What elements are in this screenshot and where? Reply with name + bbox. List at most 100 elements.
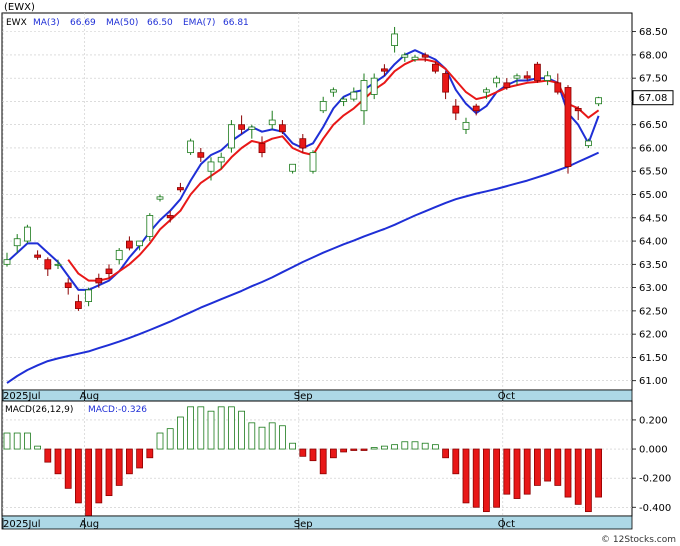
macd-bar — [380, 445, 388, 450]
macd-bar — [75, 448, 82, 504]
last-price-badge-box — [632, 90, 674, 106]
macd-y-axis: 0.200 0.000 -0.200 -0.400 — [632, 415, 671, 514]
candle-body — [401, 54, 409, 58]
price-y-tick-label: 64.00 — [639, 237, 668, 248]
price-y-tick-label: 66.50 — [639, 120, 668, 131]
candle-body — [156, 196, 164, 200]
candle-body — [564, 87, 572, 167]
last-price-badge: 67.08 — [632, 90, 674, 106]
line-ema7 — [67, 58, 600, 282]
macd-bar — [166, 428, 174, 450]
candle-body — [380, 68, 388, 72]
symbol-label: (EWX) — [4, 2, 35, 13]
price-x-label: Sep — [294, 391, 313, 402]
candle-body — [431, 63, 439, 72]
price-y-axis: 68.5068.0067.5067.0066.5066.0065.5065.00… — [632, 27, 668, 387]
candle-body — [23, 226, 31, 242]
macd-bar — [442, 448, 450, 459]
candle-body — [462, 121, 470, 130]
candle-body — [289, 163, 297, 172]
macd-bar — [227, 406, 235, 450]
macd-y-tick-label: -0.400 — [639, 503, 671, 514]
macd-y-tick-label: -0.200 — [639, 474, 671, 485]
candle-body — [64, 282, 72, 289]
macd-bar — [156, 432, 164, 450]
candle-body — [585, 140, 592, 147]
price-x-axis: 2025Jul Aug Sep Oct — [2, 390, 515, 402]
macd-bar — [350, 448, 358, 451]
macd-bar — [482, 448, 490, 513]
macd-bar — [13, 432, 21, 450]
candle-body — [268, 119, 276, 126]
macd-bar — [534, 448, 541, 486]
candle-body — [44, 259, 52, 270]
price-y-tick-label: 63.00 — [639, 283, 668, 294]
macd-bar — [574, 448, 582, 505]
line-ma50 — [6, 151, 600, 384]
macd-bar — [585, 448, 592, 513]
candle-body — [176, 187, 184, 191]
candle-body — [166, 215, 174, 219]
macd-bar — [595, 448, 602, 498]
macd-bar — [329, 448, 337, 459]
macd-bar — [554, 448, 562, 486]
candle-body — [54, 263, 62, 266]
candle-body — [248, 126, 256, 130]
price-y-tick-label: 63.50 — [639, 260, 668, 271]
candle-body — [482, 89, 490, 93]
macd-histogram — [3, 406, 602, 517]
legend-ma50-value: 66.50 — [147, 18, 173, 28]
price-x-label: Aug — [80, 391, 100, 402]
macd-bar — [401, 441, 409, 450]
candle-body — [85, 289, 92, 302]
macd-bar — [289, 442, 297, 450]
macd-bar — [411, 441, 419, 450]
candle-body — [187, 140, 195, 154]
price-y-tick-label: 64.50 — [639, 213, 668, 224]
macd-bar — [309, 448, 317, 462]
candle-body — [207, 161, 215, 172]
candle-body — [3, 259, 11, 265]
macd-bar — [3, 432, 11, 450]
macd-x-axis: 2025Jul Aug Sep Oct — [2, 518, 515, 530]
macd-bar — [493, 448, 501, 508]
candle-body — [493, 77, 501, 84]
macd-bar — [472, 448, 480, 508]
candle-body — [350, 91, 358, 100]
candle-body — [544, 75, 551, 81]
price-y-tick-label: 62.00 — [639, 330, 668, 341]
macd-bar — [95, 448, 103, 504]
macd-bar — [391, 444, 399, 450]
macd-x-axis-band — [1, 515, 633, 530]
macd-bar — [462, 448, 470, 504]
candle-body — [146, 215, 154, 237]
candle-body — [136, 240, 144, 247]
candle-body — [217, 156, 225, 163]
macd-bar — [136, 448, 144, 469]
candle-body — [452, 105, 460, 114]
price-y-tick-label: 67.50 — [639, 74, 668, 85]
macd-bar — [299, 448, 307, 457]
candle-body — [523, 75, 531, 79]
macd-bar — [452, 448, 460, 475]
candle-body — [34, 254, 41, 258]
candle-body — [442, 73, 450, 93]
price-candles — [3, 26, 602, 311]
price-grid — [2, 13, 632, 390]
macd-bar — [248, 422, 256, 450]
candle-body — [258, 142, 266, 154]
price-y-tick-label: 65.00 — [639, 190, 668, 201]
macd-x-label: Aug — [80, 519, 100, 530]
candle-body — [95, 277, 103, 284]
candle-body — [503, 82, 511, 88]
macd-bar — [115, 448, 123, 486]
candle-body — [595, 97, 602, 105]
macd-bar — [187, 406, 195, 450]
candle-body — [238, 124, 246, 130]
candle-body — [370, 77, 378, 95]
macd-bar — [85, 448, 92, 517]
macd-bar — [34, 445, 41, 450]
price-y-tick-label: 61.00 — [639, 376, 668, 387]
candle-body — [105, 268, 113, 275]
